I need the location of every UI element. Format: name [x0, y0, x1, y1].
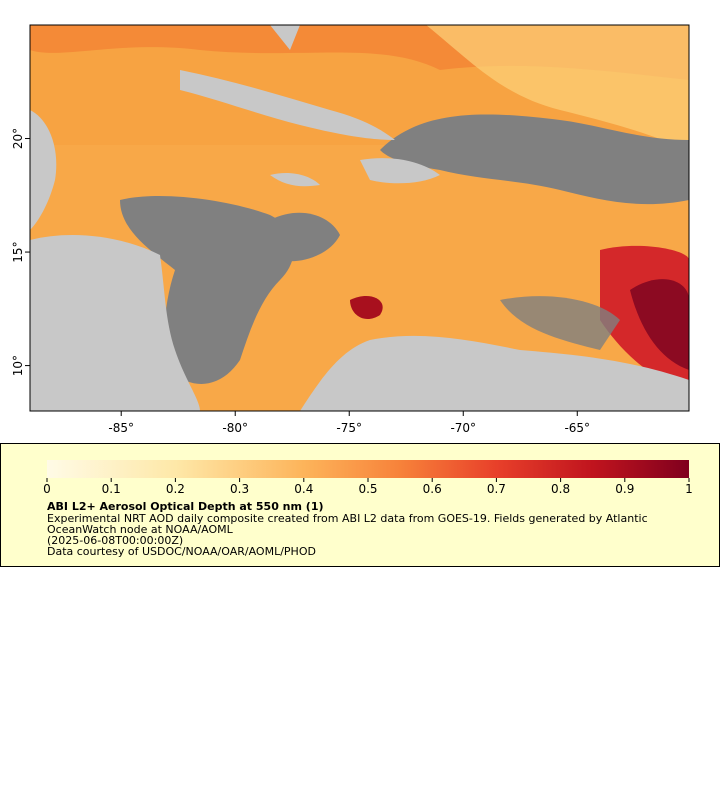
- colorbar-axis: 0 0.1 0.2 0.3 0.4 0.5 0.6 0.7 0.8 0.9 1: [43, 478, 693, 496]
- colorbar: [47, 460, 689, 478]
- colorbar-tick-label: 0.8: [551, 482, 570, 496]
- x-tick-label: -85°: [108, 421, 134, 435]
- colorbar-tick-label: 0.5: [358, 482, 377, 496]
- colorbar-tick-label: 0.3: [230, 482, 249, 496]
- legend-line: Experimental NRT AOD daily composite cre…: [47, 512, 648, 525]
- legend-line: Data courtesy of USDOC/NOAA/OAR/AOML/PHO…: [47, 545, 316, 558]
- y-tick-label: 20°: [11, 128, 25, 149]
- x-tick-label: -70°: [450, 421, 476, 435]
- map-frame: [29, 24, 690, 412]
- colorbar-tick-label: 0.7: [487, 482, 506, 496]
- legend-line: (2025-06-08T00:00:00Z): [47, 534, 183, 547]
- legend-line: OceanWatch node at NOAA/AOML: [47, 523, 234, 536]
- y-tick-label: 15°: [11, 241, 25, 262]
- map-axes: -85° -80° -75° -70° -65° 10° 15° 20°: [11, 128, 590, 435]
- colorbar-tick-label: 0.4: [294, 482, 313, 496]
- legend-title: ABI L2+ Aerosol Optical Depth at 550 nm …: [47, 500, 324, 513]
- colorbar-tick-label: 1: [685, 482, 693, 496]
- colorbar-tick-label: 0.9: [615, 482, 634, 496]
- y-tick-label: 10°: [11, 355, 25, 376]
- map-image: [30, 25, 689, 411]
- colorbar-tick-label: 0: [43, 482, 51, 496]
- colorbar-tick-label: 0.6: [423, 482, 442, 496]
- x-tick-label: -80°: [222, 421, 248, 435]
- x-tick-label: -65°: [564, 421, 590, 435]
- x-tick-label: -75°: [336, 421, 362, 435]
- colorbar-tick-label: 0.2: [166, 482, 185, 496]
- colorbar-tick-label: 0.1: [102, 482, 121, 496]
